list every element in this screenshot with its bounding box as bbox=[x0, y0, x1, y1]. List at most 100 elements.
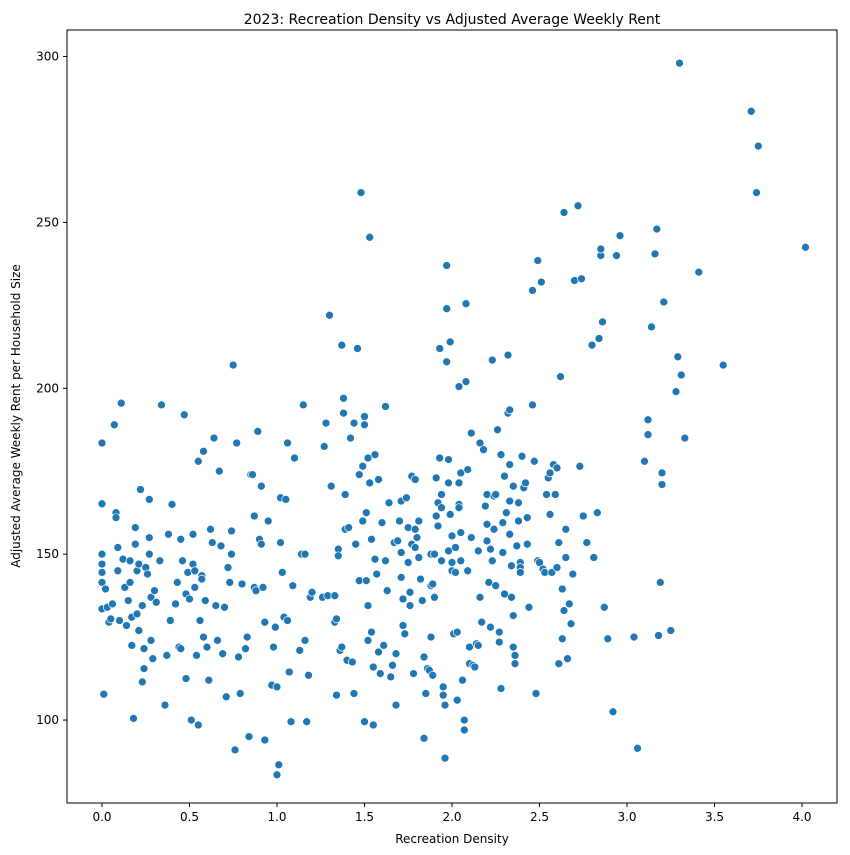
scatter-point bbox=[109, 420, 119, 430]
scatter-point bbox=[176, 534, 186, 544]
scatter-point bbox=[195, 616, 205, 625]
scatter-point bbox=[176, 644, 186, 654]
scatter-point bbox=[550, 490, 560, 499]
chart-title: 2023: Recreation Density vs Adjusted Ave… bbox=[244, 12, 661, 28]
scatter-point bbox=[251, 586, 261, 596]
scatter-point bbox=[718, 360, 728, 370]
scatter-point bbox=[172, 578, 182, 587]
scatter-point bbox=[193, 456, 203, 466]
scatter-point bbox=[137, 601, 147, 610]
scatter-point bbox=[514, 516, 523, 526]
scatter-point bbox=[370, 450, 380, 460]
scatter-point bbox=[640, 456, 649, 466]
scatter-point bbox=[657, 480, 667, 489]
scatter-point bbox=[256, 539, 266, 549]
scatter-point bbox=[116, 398, 126, 408]
scatter-point bbox=[552, 463, 562, 473]
scatter-point bbox=[566, 619, 576, 629]
scatter-point bbox=[225, 578, 235, 587]
scatter-point bbox=[505, 405, 515, 415]
y-tick-label: 100 bbox=[36, 713, 59, 727]
scatter-point bbox=[405, 601, 415, 610]
scatter-point bbox=[391, 700, 401, 710]
y-tick-label: 150 bbox=[36, 547, 59, 561]
scatter-point bbox=[283, 438, 292, 448]
scatter-point bbox=[199, 446, 208, 456]
scatter-point bbox=[568, 569, 578, 579]
scatter-point bbox=[277, 568, 287, 577]
scatter-point bbox=[144, 533, 154, 542]
scatter-point bbox=[454, 382, 464, 391]
y-tick-label: 200 bbox=[36, 381, 59, 395]
scatter-point bbox=[381, 556, 390, 566]
scatter-point bbox=[554, 659, 564, 669]
scatter-point bbox=[374, 475, 383, 484]
scatter-point bbox=[521, 478, 530, 488]
scatter-point bbox=[412, 533, 422, 542]
scatter-point bbox=[475, 438, 485, 448]
scatter-point bbox=[101, 584, 110, 594]
scatter-point bbox=[363, 636, 373, 645]
scatter-point bbox=[433, 521, 443, 531]
scatter-point bbox=[150, 586, 159, 596]
scatter-point bbox=[491, 581, 501, 591]
scatter-point bbox=[97, 499, 107, 509]
scatter-point bbox=[417, 596, 427, 605]
scatter-point bbox=[676, 370, 686, 380]
scatter-point bbox=[178, 556, 187, 566]
scatter-point bbox=[349, 418, 359, 428]
scatter-point bbox=[675, 58, 684, 68]
scatter-point bbox=[155, 556, 165, 566]
scatter-point bbox=[144, 495, 154, 504]
scatter-point bbox=[272, 770, 282, 780]
scatter-point bbox=[451, 568, 460, 577]
scatter-point bbox=[592, 508, 602, 518]
scatter-point bbox=[183, 568, 193, 577]
scatter-point bbox=[410, 524, 420, 534]
scatter-point bbox=[452, 695, 462, 705]
scatter-point bbox=[130, 539, 140, 549]
scatter-point bbox=[452, 627, 462, 637]
scatter-point bbox=[213, 636, 222, 645]
scatter-point bbox=[461, 377, 471, 387]
scatter-point bbox=[463, 566, 473, 576]
scatter-point bbox=[654, 631, 663, 640]
scatter-point bbox=[218, 649, 228, 659]
scatter-point bbox=[405, 587, 415, 597]
scatter-point bbox=[445, 337, 455, 347]
scatter-point bbox=[419, 733, 429, 743]
scatter-point bbox=[269, 642, 278, 652]
scatter-point bbox=[444, 455, 453, 464]
scatter-point bbox=[545, 510, 555, 519]
scatter-point bbox=[386, 672, 396, 682]
scatter-point bbox=[190, 583, 200, 592]
scatter-point bbox=[428, 670, 438, 680]
scatter-point bbox=[129, 714, 138, 723]
scatter-point bbox=[440, 753, 450, 763]
scatter-point bbox=[356, 188, 366, 197]
scatter-point bbox=[477, 617, 487, 627]
scatter-point bbox=[416, 574, 425, 584]
scatter-point bbox=[615, 231, 625, 241]
scatter-point bbox=[237, 579, 247, 589]
scatter-point bbox=[395, 516, 404, 526]
scatter-point bbox=[459, 725, 469, 735]
scatter-point bbox=[165, 616, 175, 625]
scatter-point bbox=[220, 602, 229, 612]
scatter-point bbox=[442, 304, 452, 314]
scatter-point bbox=[533, 256, 543, 265]
scatter-point bbox=[557, 584, 567, 594]
scatter-point bbox=[230, 745, 240, 755]
scatter-point bbox=[365, 232, 375, 242]
scatter-point bbox=[337, 642, 347, 652]
scatter-point bbox=[167, 500, 177, 509]
scatter-point bbox=[162, 651, 172, 660]
scatter-point bbox=[227, 549, 236, 559]
scatter-point bbox=[612, 251, 621, 260]
scatter-point bbox=[360, 420, 369, 430]
scatter-point bbox=[482, 490, 492, 499]
scatter-point bbox=[498, 518, 508, 528]
scatter-point bbox=[494, 637, 504, 647]
scatter-point bbox=[295, 646, 305, 655]
scatter-point bbox=[200, 596, 210, 605]
